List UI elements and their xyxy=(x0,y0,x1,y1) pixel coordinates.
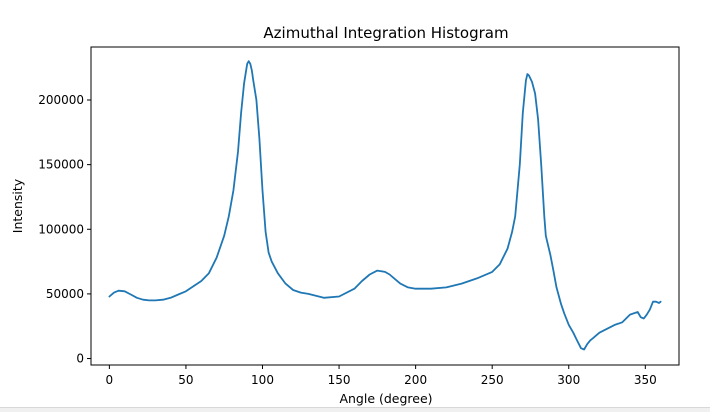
y-axis-label: Intensity xyxy=(10,178,25,233)
x-tick-label: 250 xyxy=(481,373,504,387)
chart-title: Azimuthal Integration Histogram xyxy=(263,24,508,42)
x-tick-label: 350 xyxy=(634,373,657,387)
y-tick-label: 200000 xyxy=(38,93,84,107)
y-tick-label: 0 xyxy=(76,352,84,366)
x-axis-label: Angle (degree) xyxy=(339,391,432,406)
x-tick-label: 100 xyxy=(251,373,274,387)
plot-area xyxy=(91,47,679,365)
x-tick-label: 50 xyxy=(178,373,193,387)
x-tick-label: 200 xyxy=(404,373,427,387)
intensity-series-line xyxy=(108,60,662,351)
y-axis-ticks: 0 50000 100000 150000 200000 xyxy=(38,93,91,366)
x-tick-label: 0 xyxy=(106,373,114,387)
x-tick-label: 300 xyxy=(557,373,580,387)
x-tick-label: 150 xyxy=(328,373,351,387)
y-tick-label: 50000 xyxy=(46,287,84,301)
window-bottom-edge xyxy=(0,407,710,412)
x-axis-ticks: 0 50 100 150 200 250 300 350 xyxy=(106,365,657,387)
y-tick-label: 100000 xyxy=(38,222,84,236)
plot-frame xyxy=(90,46,680,366)
y-tick-label: 150000 xyxy=(38,158,84,172)
